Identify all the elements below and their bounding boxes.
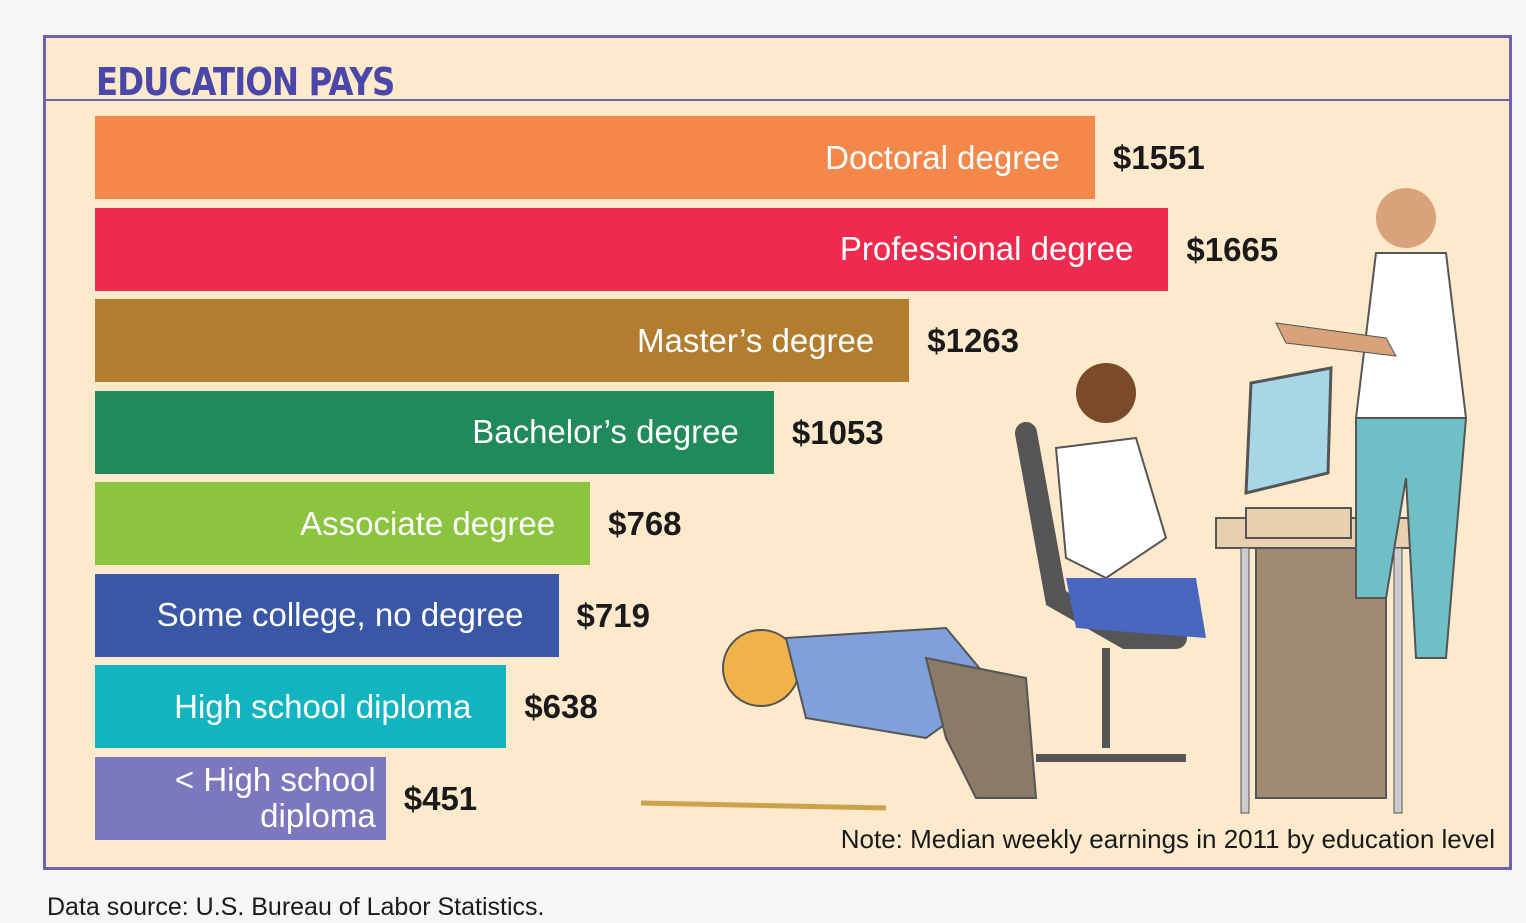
bar: < High school diploma <box>95 757 386 840</box>
category-label: Some college, no degree <box>157 597 524 633</box>
source: Data source: U.S. Bureau of Labor Statis… <box>47 893 544 922</box>
head <box>1076 363 1136 423</box>
desk-leg <box>1241 548 1249 813</box>
value-label: $451 <box>404 780 477 818</box>
bar: Some college, no degree <box>95 574 559 657</box>
value-label: $1263 <box>927 322 1019 360</box>
bar: Bachelor’s degree <box>95 391 774 474</box>
bar: High school diploma <box>95 665 506 748</box>
category-label: High school diploma <box>174 689 471 725</box>
category-label: Bachelor’s degree <box>472 414 739 450</box>
tape-measure <box>641 803 886 808</box>
value-label: $1665 <box>1186 231 1278 269</box>
note: Note: Median weekly earnings in 2011 by … <box>841 824 1495 855</box>
category-label: Professional degree <box>840 231 1134 267</box>
value-label: $1551 <box>1113 139 1205 177</box>
monitor-base <box>1246 508 1351 538</box>
page: EDUCATION PAYS Doctoral degree $1551 Profe… <box>0 0 1526 923</box>
bar: Associate degree <box>95 482 590 565</box>
bar: Doctoral degree <box>95 116 1095 199</box>
value-label: $768 <box>608 505 681 543</box>
category-label: Doctoral degree <box>825 140 1060 176</box>
chart-panel: EDUCATION PAYS Doctoral degree $1551 Profe… <box>43 35 1512 870</box>
bar: Professional degree <box>95 208 1168 291</box>
shirt <box>1056 438 1166 578</box>
value-label: $1053 <box>792 414 884 452</box>
skirt <box>1066 578 1206 638</box>
worker-pants <box>926 658 1036 798</box>
chart-title: EDUCATION PAYS <box>96 60 394 104</box>
bar: Master’s degree <box>95 299 909 382</box>
value-label: $719 <box>577 597 650 635</box>
monitor <box>1246 368 1331 493</box>
title-rule <box>46 99 1509 101</box>
scrubs <box>1356 253 1466 418</box>
category-label: < High school diploma <box>105 762 376 834</box>
category-label: Associate degree <box>300 506 555 542</box>
value-label: $638 <box>524 688 597 726</box>
head <box>1376 188 1436 248</box>
category-label: Master’s degree <box>637 323 874 359</box>
desk-leg <box>1394 548 1402 813</box>
